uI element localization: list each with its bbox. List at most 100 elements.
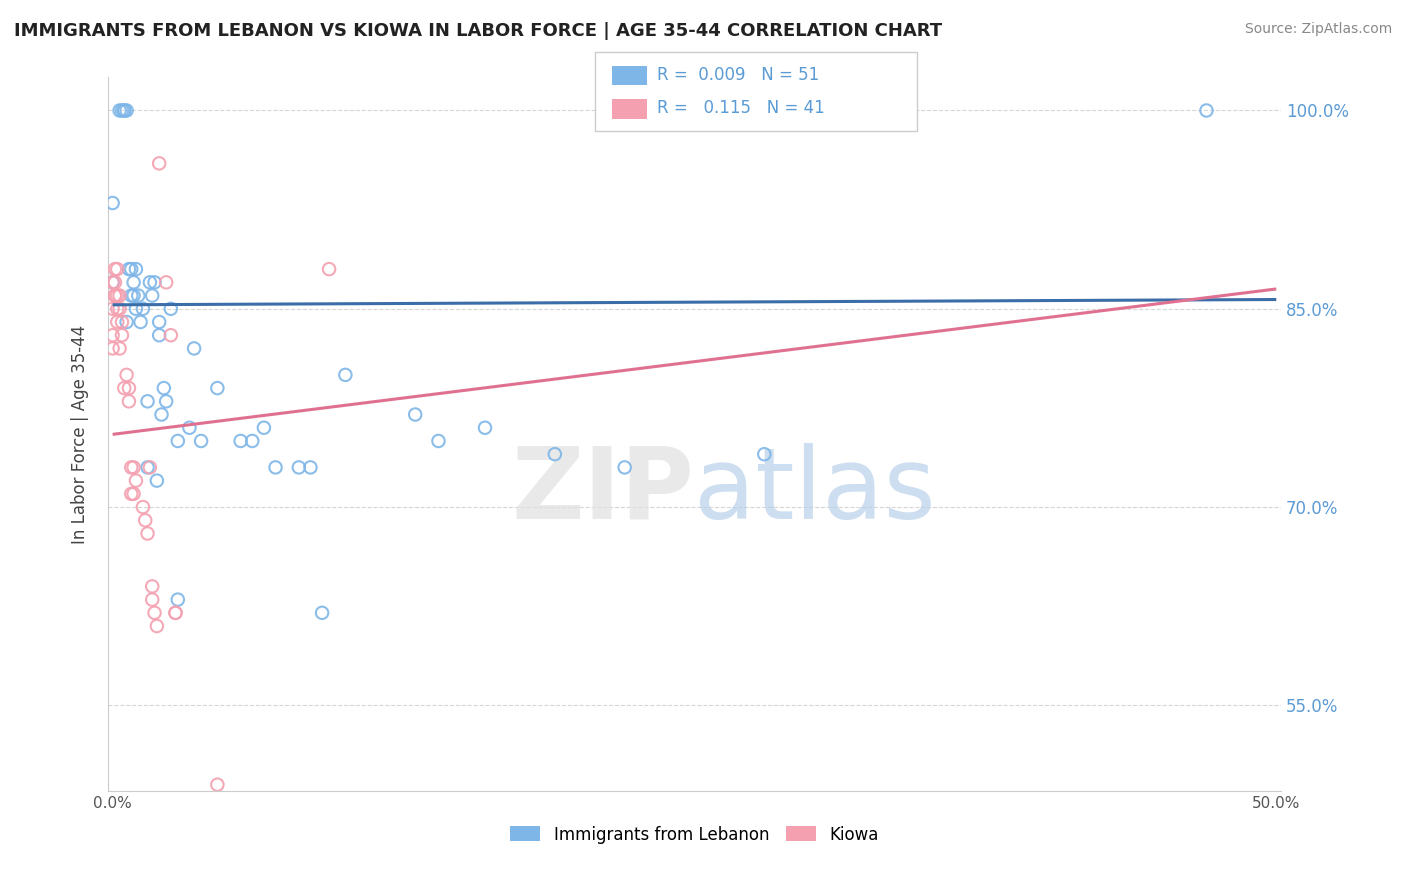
Point	[155, 276, 177, 290]
Point	[139, 276, 162, 290]
Point	[112, 103, 135, 118]
Point	[141, 288, 163, 302]
Point	[153, 381, 176, 395]
Point	[136, 394, 159, 409]
Point	[159, 301, 181, 316]
Legend: Immigrants from Lebanon, Kiowa: Immigrants from Lebanon, Kiowa	[510, 826, 879, 844]
Point	[112, 381, 135, 395]
Point	[101, 342, 124, 356]
Point	[115, 315, 138, 329]
Point	[122, 288, 145, 302]
Point	[115, 368, 138, 382]
Point	[132, 500, 155, 514]
Point	[229, 434, 252, 448]
Point	[318, 262, 340, 277]
Point	[141, 592, 163, 607]
Point	[120, 262, 142, 277]
Point	[118, 394, 141, 409]
Text: ZIP: ZIP	[512, 443, 695, 540]
Point	[253, 421, 276, 435]
Text: Source: ZipAtlas.com: Source: ZipAtlas.com	[1244, 22, 1392, 37]
Point	[179, 421, 201, 435]
Point	[122, 487, 145, 501]
Point	[207, 778, 229, 792]
Point	[125, 301, 148, 316]
Point	[754, 447, 776, 461]
Point	[120, 460, 142, 475]
Point	[125, 262, 148, 277]
Point	[122, 460, 145, 475]
Point	[108, 301, 131, 316]
Point	[148, 328, 170, 343]
Point	[166, 434, 188, 448]
Point	[427, 434, 450, 448]
Point	[105, 315, 128, 329]
Point	[299, 460, 322, 475]
Point	[111, 328, 134, 343]
Point	[120, 288, 142, 302]
Point	[108, 103, 131, 118]
Point	[129, 315, 152, 329]
Text: IMMIGRANTS FROM LEBANON VS KIOWA IN LABOR FORCE | AGE 35-44 CORRELATION CHART: IMMIGRANTS FROM LEBANON VS KIOWA IN LABO…	[14, 22, 942, 40]
Point	[105, 301, 128, 316]
Point	[155, 394, 177, 409]
Point	[190, 434, 212, 448]
Point	[146, 474, 169, 488]
Point	[143, 606, 166, 620]
Point	[101, 276, 124, 290]
Point	[122, 276, 145, 290]
Point	[613, 460, 636, 475]
Point	[120, 487, 142, 501]
Point	[240, 434, 263, 448]
Text: R =  0.009   N = 51: R = 0.009 N = 51	[657, 66, 818, 84]
Point	[544, 447, 567, 461]
Point	[108, 342, 131, 356]
Point	[108, 288, 131, 302]
Point	[474, 421, 496, 435]
Point	[104, 276, 127, 290]
Point	[136, 526, 159, 541]
Point	[104, 288, 127, 302]
Point	[118, 262, 141, 277]
Point	[183, 342, 205, 356]
Point	[146, 619, 169, 633]
Y-axis label: In Labor Force | Age 35-44: In Labor Force | Age 35-44	[72, 325, 89, 544]
Point	[101, 276, 124, 290]
Point	[166, 592, 188, 607]
Point	[159, 328, 181, 343]
Point	[165, 606, 187, 620]
Point	[139, 460, 162, 475]
Point	[101, 301, 124, 316]
Point	[134, 513, 156, 527]
Point	[311, 606, 333, 620]
Point	[335, 368, 357, 382]
Point	[150, 408, 173, 422]
Point	[264, 460, 287, 475]
Point	[148, 315, 170, 329]
Point	[127, 288, 149, 302]
Point	[118, 381, 141, 395]
Point	[125, 474, 148, 488]
Point	[101, 328, 124, 343]
Point	[207, 381, 229, 395]
Point	[404, 408, 426, 422]
Point	[1195, 103, 1218, 118]
Point	[104, 288, 127, 302]
Point	[148, 156, 170, 170]
Point	[115, 103, 138, 118]
Point	[101, 196, 124, 211]
Point	[132, 301, 155, 316]
Point	[105, 288, 128, 302]
Point	[141, 579, 163, 593]
Point	[288, 460, 311, 475]
Text: atlas: atlas	[695, 443, 936, 540]
Point	[111, 315, 134, 329]
Point	[111, 103, 134, 118]
Point	[104, 262, 127, 277]
Point	[105, 262, 128, 277]
Point	[165, 606, 187, 620]
Point	[136, 460, 159, 475]
Text: R =   0.115   N = 41: R = 0.115 N = 41	[657, 99, 824, 117]
Point	[143, 276, 166, 290]
Point	[112, 103, 135, 118]
